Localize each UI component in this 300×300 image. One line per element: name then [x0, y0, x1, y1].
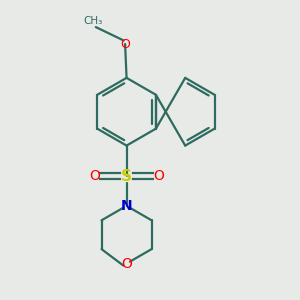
Text: O: O: [121, 256, 132, 271]
Text: N: N: [121, 199, 132, 213]
Text: O: O: [153, 169, 164, 183]
Text: O: O: [89, 169, 100, 183]
Text: CH₃: CH₃: [84, 16, 103, 26]
Text: S: S: [121, 169, 132, 184]
Text: O: O: [120, 38, 130, 50]
